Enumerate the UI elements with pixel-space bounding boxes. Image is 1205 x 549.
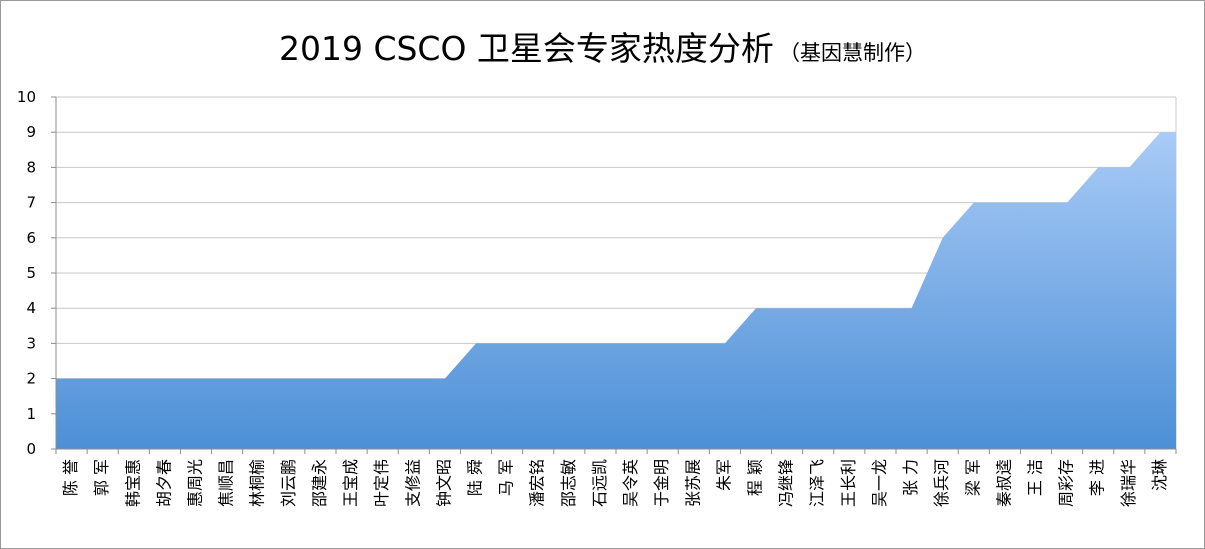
x-tick-label: 焦顺昌	[217, 459, 236, 507]
x-tick-label: 胡夕春	[154, 459, 173, 507]
chart-title-main: 2019 CSCO 卫星会专家热度分析	[278, 29, 774, 68]
x-tick-label: 陈 誉	[61, 459, 80, 496]
area-series	[56, 132, 1176, 449]
x-tick-label: 陆 舜	[466, 459, 485, 496]
x-tick-label: 石远凯	[590, 459, 609, 507]
y-tick-label: 2	[26, 370, 36, 388]
x-tick-label: 江泽飞	[808, 459, 827, 507]
chart-title: 2019 CSCO 卫星会专家热度分析 （基因慧制作）	[0, 22, 1205, 70]
y-tick-label: 8	[26, 158, 36, 176]
x-tick-label: 潘宏铭	[528, 459, 547, 507]
y-tick-label: 10	[17, 88, 36, 106]
x-tick-label: 朱军	[714, 459, 733, 491]
x-tick-label: 沈琳	[1150, 459, 1169, 491]
chart-subtitle: （基因慧制作）	[779, 41, 927, 65]
x-tick-label: 马 军	[497, 459, 516, 496]
x-tick-label: 邵志敏	[559, 459, 578, 507]
x-tick-label: 梁 军	[963, 459, 982, 496]
x-tick-label: 徐瑞华	[1119, 459, 1138, 507]
y-tick-labels: 0 1 2 3 4 5 6 7 8 9 10	[17, 88, 36, 458]
x-tick-label: 惠周光	[186, 459, 205, 507]
x-tick-label: 吴令英	[621, 459, 640, 507]
x-tick-label: 支修益	[403, 459, 422, 507]
x-tick-label: 冯继锋	[777, 459, 796, 507]
x-tick-label: 李 进	[1088, 459, 1107, 496]
x-tick-label: 王 洁	[1026, 459, 1045, 496]
x-tick-label: 叶定伟	[372, 459, 391, 507]
y-tick-label: 6	[26, 229, 36, 247]
y-tick-label: 4	[26, 299, 36, 317]
x-tick-label: 钟文昭	[434, 459, 453, 507]
x-tick-label: 王长利	[839, 459, 858, 507]
x-tick-label: 于金明	[652, 459, 671, 507]
y-tick-label: 1	[26, 405, 36, 423]
x-tick-label: 王宝成	[341, 459, 360, 507]
x-tick-label: 吴一龙	[870, 459, 889, 507]
x-tick-label: 刘云鹏	[279, 459, 298, 507]
x-tick-label: 秦叔逵	[994, 459, 1013, 507]
area-fill	[56, 132, 1176, 449]
axes	[55, 97, 1177, 454]
x-tick-label: 张苏展	[683, 459, 702, 507]
x-tick-label: 徐兵河	[932, 459, 951, 507]
y-tick-label: 0	[26, 440, 36, 458]
x-tick-label: 张 力	[901, 459, 920, 496]
x-tick-label: 林桐榆	[248, 459, 267, 507]
x-tick-label: 程 颖	[746, 459, 765, 496]
x-tick-label: 邵建永	[310, 459, 329, 507]
x-tick-label: 周彩存	[1057, 459, 1076, 507]
y-tick-label: 7	[26, 194, 36, 212]
x-tick-label: 郭 军	[92, 459, 111, 496]
y-tick-label: 3	[26, 334, 36, 352]
x-tick-label: 韩宝惠	[123, 459, 142, 507]
y-tick-label: 5	[26, 264, 36, 282]
y-tick-label: 9	[26, 123, 36, 141]
x-tick-labels: 陈 誉郭 军韩宝惠 胡夕春 惠周光 焦顺昌 林桐榆 刘云鹏 邵建永 王宝成 叶定伟 支修益 钟文昭陆…	[61, 459, 1169, 507]
